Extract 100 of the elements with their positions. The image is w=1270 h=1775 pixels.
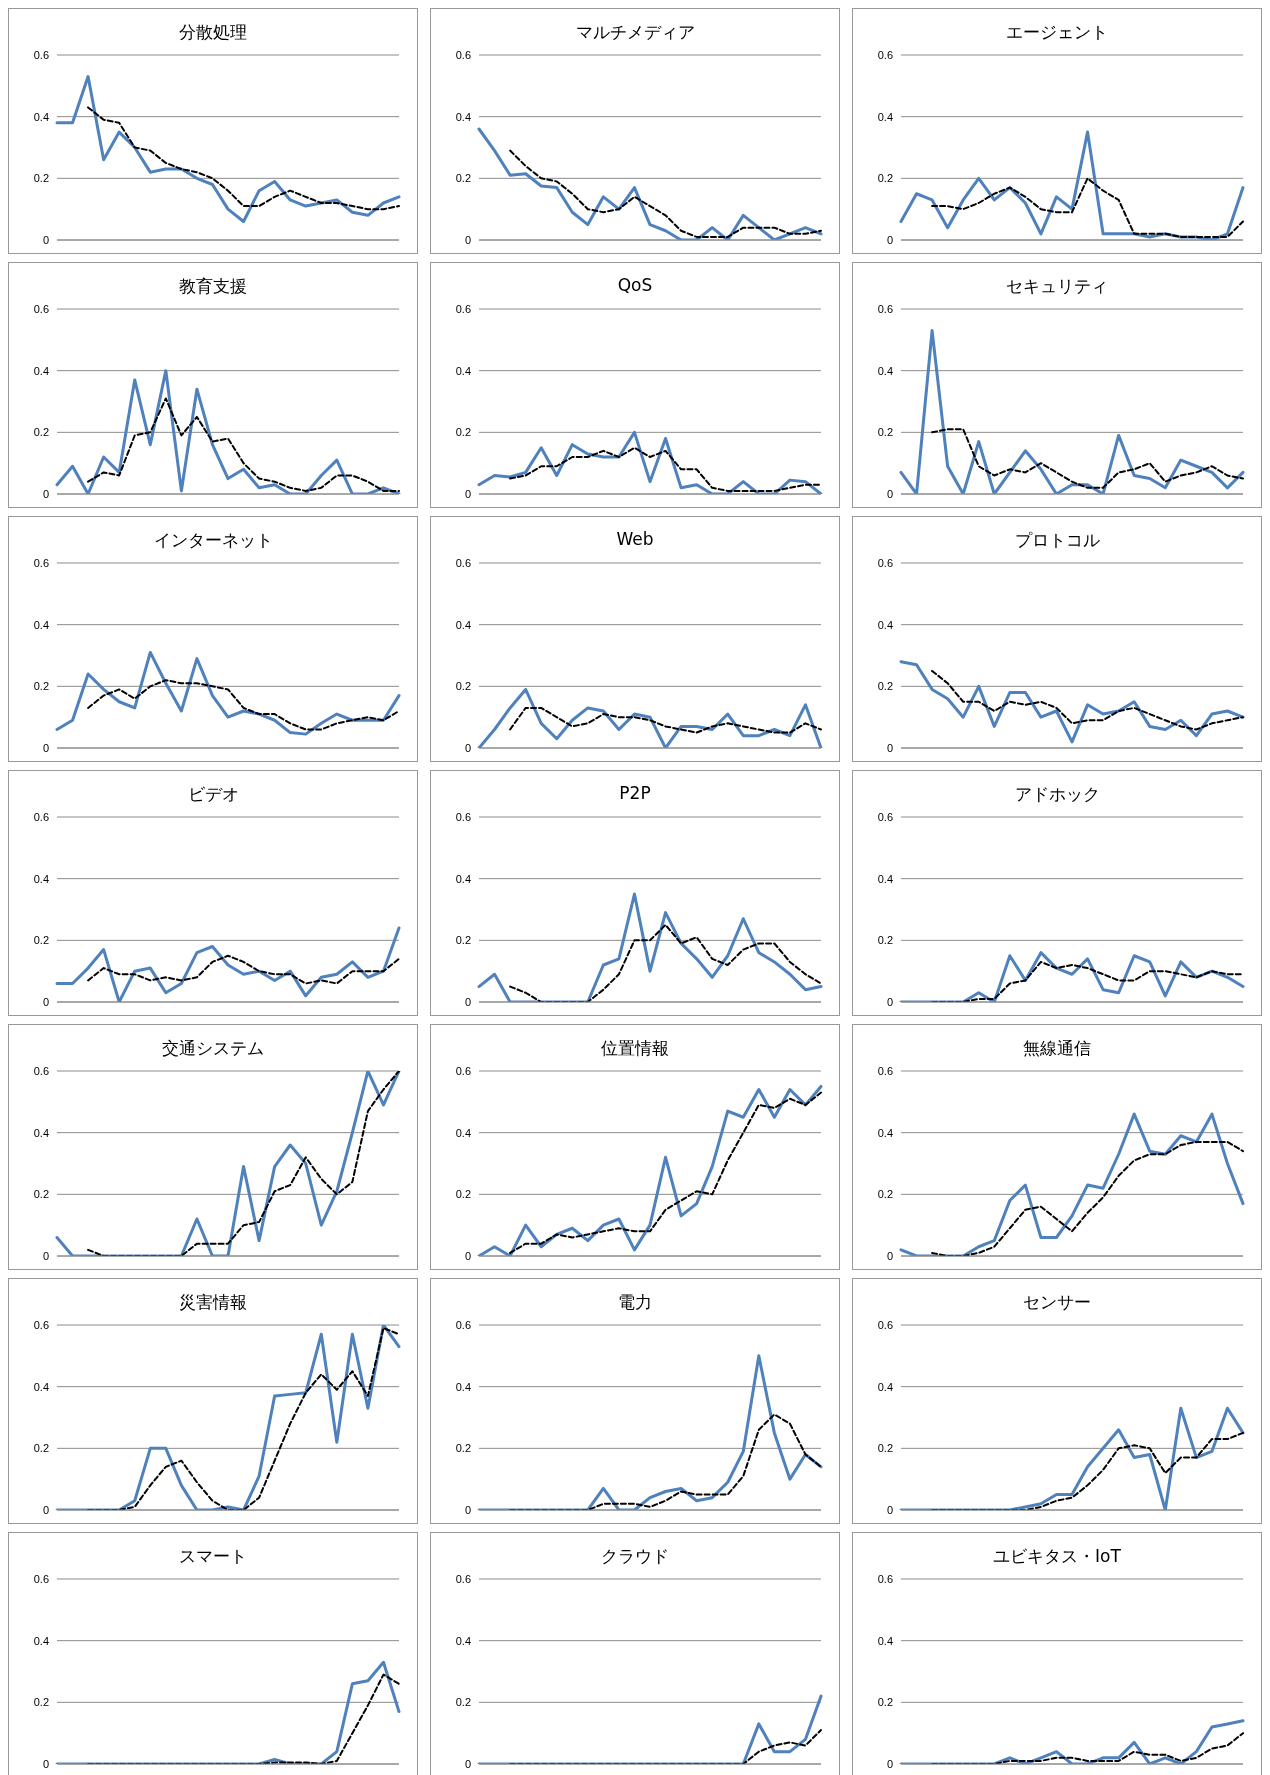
y-tick-label: 0.2 bbox=[33, 172, 49, 185]
chart-title: Web bbox=[615, 529, 655, 551]
chart-title: エージェント bbox=[1005, 21, 1109, 44]
y-tick-label: 0.2 bbox=[455, 680, 471, 693]
y-tick-label: 0 bbox=[42, 995, 49, 1008]
line-series bbox=[931, 669, 1244, 731]
y-tick-label: 0.4 bbox=[455, 110, 471, 123]
line-series bbox=[87, 954, 400, 985]
y-tick-label: 0 bbox=[464, 1757, 471, 1770]
line-series bbox=[509, 923, 822, 1002]
chart-title: 電力 bbox=[617, 1291, 653, 1314]
y-tick-label: 0.4 bbox=[877, 1126, 893, 1139]
y-tick-label: 0.4 bbox=[455, 1380, 471, 1393]
y-tick-label: 0.4 bbox=[455, 1126, 471, 1139]
y-tick-label: 0.4 bbox=[33, 110, 49, 123]
y-tick-label: 0 bbox=[42, 1503, 49, 1516]
y-tick-label: 0.6 bbox=[877, 302, 893, 315]
line-series bbox=[931, 177, 1244, 238]
y-tick-label: 0.4 bbox=[455, 1634, 471, 1647]
y-tick-label: 0 bbox=[42, 487, 49, 500]
y-tick-label: 0.4 bbox=[455, 618, 471, 631]
y-tick-label: 0.2 bbox=[877, 426, 893, 439]
y-tick-label: 0.2 bbox=[877, 172, 893, 185]
chart-title: 教育支援 bbox=[178, 275, 248, 298]
line-series bbox=[899, 660, 1245, 744]
y-tick-label: 0.4 bbox=[877, 1380, 893, 1393]
y-tick-label: 0.6 bbox=[877, 556, 893, 569]
y-tick-label: 0 bbox=[886, 741, 893, 754]
y-tick-label: 0.4 bbox=[455, 872, 471, 885]
line-series bbox=[55, 75, 401, 223]
y-tick-label: 0.4 bbox=[877, 364, 893, 377]
y-tick-label: 0.6 bbox=[455, 556, 471, 569]
y-tick-label: 0.2 bbox=[455, 426, 471, 439]
y-tick-label: 0 bbox=[464, 995, 471, 1008]
chart-title: プロトコル bbox=[1013, 529, 1101, 552]
line-series bbox=[55, 926, 401, 1002]
chart-title: マルチメディア bbox=[574, 21, 696, 44]
y-tick-label: 0 bbox=[464, 741, 471, 754]
line-series bbox=[931, 428, 1244, 489]
y-tick-label: 0.2 bbox=[455, 1696, 471, 1709]
y-tick-label: 0.6 bbox=[877, 48, 893, 61]
y-tick-label: 0.6 bbox=[455, 810, 471, 823]
line-series bbox=[55, 650, 401, 736]
chart-title: アドホック bbox=[1013, 783, 1101, 806]
y-tick-label: 0.4 bbox=[455, 364, 471, 377]
line-series bbox=[55, 369, 401, 494]
y-tick-label: 0.2 bbox=[455, 172, 471, 185]
y-tick-label: 0.6 bbox=[455, 1572, 471, 1585]
y-tick-label: 0 bbox=[886, 487, 893, 500]
y-tick-label: 0 bbox=[886, 1249, 893, 1262]
line-series bbox=[477, 687, 823, 748]
y-tick-label: 0.2 bbox=[33, 680, 49, 693]
y-tick-label: 0.2 bbox=[877, 1696, 893, 1709]
line-series bbox=[87, 679, 400, 731]
line-series bbox=[87, 106, 400, 211]
y-tick-label: 0 bbox=[464, 1503, 471, 1516]
y-tick-label: 0.2 bbox=[877, 1188, 893, 1201]
line-series bbox=[509, 149, 822, 238]
y-tick-label: 0 bbox=[464, 1249, 471, 1262]
y-tick-label: 0.6 bbox=[455, 48, 471, 61]
line-series bbox=[477, 127, 823, 240]
y-tick-label: 0 bbox=[464, 487, 471, 500]
line-series bbox=[477, 430, 823, 494]
y-tick-label: 0.6 bbox=[877, 1064, 893, 1077]
y-tick-label: 0.4 bbox=[877, 110, 893, 123]
chart-title: スマート bbox=[178, 1545, 248, 1568]
chart-title: センサー bbox=[1022, 1291, 1092, 1314]
y-tick-label: 0 bbox=[42, 1249, 49, 1262]
line-series bbox=[477, 892, 823, 1002]
y-tick-label: 0.2 bbox=[455, 1188, 471, 1201]
y-tick-label: 0.2 bbox=[877, 1442, 893, 1455]
y-tick-label: 0.2 bbox=[33, 1442, 49, 1455]
y-tick-label: 0.4 bbox=[33, 364, 49, 377]
y-tick-label: 0 bbox=[886, 233, 893, 246]
line-series bbox=[87, 397, 400, 492]
y-tick-label: 0 bbox=[42, 233, 49, 246]
y-tick-label: 0.6 bbox=[33, 1064, 49, 1077]
y-tick-label: 0.6 bbox=[33, 1318, 49, 1331]
y-tick-label: 0.2 bbox=[33, 426, 49, 439]
chart-title: 位置情報 bbox=[600, 1037, 670, 1060]
y-tick-label: 0.2 bbox=[33, 934, 49, 947]
y-tick-label: 0 bbox=[886, 1757, 893, 1770]
y-tick-label: 0.6 bbox=[455, 302, 471, 315]
y-tick-label: 0.6 bbox=[33, 556, 49, 569]
y-tick-label: 0.6 bbox=[877, 1318, 893, 1331]
y-tick-label: 0.6 bbox=[877, 1572, 893, 1585]
chart-title: ユビキタス・IoT bbox=[992, 1545, 1122, 1568]
y-tick-label: 0.6 bbox=[33, 48, 49, 61]
line-series bbox=[899, 329, 1245, 494]
chart-title: 交通システム bbox=[161, 1037, 265, 1060]
chart-title: インターネット bbox=[152, 529, 274, 552]
line-series bbox=[509, 446, 822, 492]
y-tick-label: 0.6 bbox=[877, 810, 893, 823]
y-tick-label: 0 bbox=[886, 995, 893, 1008]
y-tick-label: 0.6 bbox=[455, 1064, 471, 1077]
y-tick-label: 0 bbox=[886, 1503, 893, 1516]
chart-title: QoS bbox=[616, 275, 654, 297]
chart-title: 分散処理 bbox=[178, 21, 248, 44]
line-series bbox=[931, 1140, 1244, 1256]
y-tick-label: 0 bbox=[42, 741, 49, 754]
